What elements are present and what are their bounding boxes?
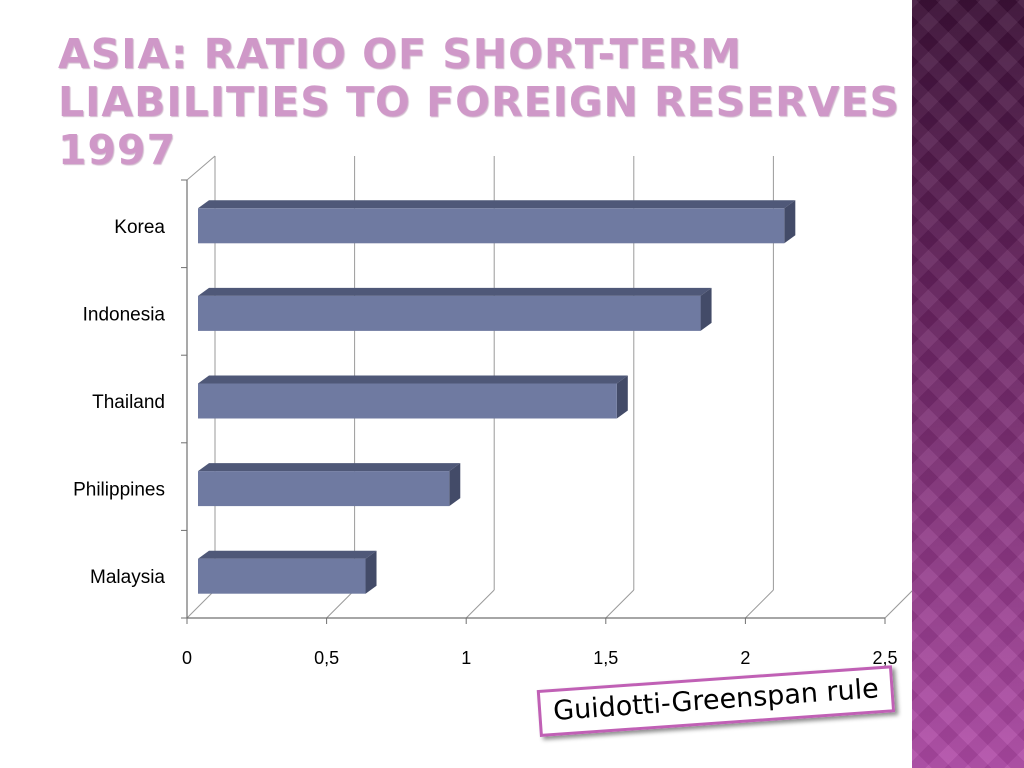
x-tick-label: 1,5 <box>593 648 618 668</box>
floor-gridline <box>884 590 912 619</box>
bar-malaysia <box>198 558 366 594</box>
floor-gridline <box>745 589 774 619</box>
x-tick-label: 2,5 <box>872 648 897 668</box>
floor-gridline <box>465 589 495 619</box>
decorative-side-panel <box>912 0 1024 768</box>
bar-top-face <box>198 550 377 559</box>
category-label: Philippines <box>73 480 165 501</box>
bar-side-face <box>784 200 796 244</box>
category-label: Korea <box>114 217 165 238</box>
floor-gridline <box>605 589 635 619</box>
bar-top-face <box>198 287 712 296</box>
floor-gridline <box>326 589 355 619</box>
bar-korea <box>198 208 785 244</box>
bar-side-face <box>365 550 377 594</box>
x-tick-label: 0 <box>182 648 192 668</box>
bar-top-face <box>198 375 628 384</box>
category-label: Indonesia <box>83 304 166 325</box>
x-tick-label: 1 <box>461 648 471 668</box>
bar-side-face <box>616 375 628 419</box>
category-label: Malaysia <box>90 567 165 588</box>
slide-title: Asia: Ratio of short-term liabilities to… <box>58 30 901 174</box>
bar-top-face <box>198 200 796 209</box>
bar-side-face <box>449 463 461 507</box>
x-tick-label: 0,5 <box>314 648 339 668</box>
bar-chart: 0 0,5 1 1,5 2 2,5 Korea Indonesia Thailand Philip… <box>73 155 912 668</box>
x-tick-label: 2 <box>740 648 750 668</box>
bar-side-face <box>700 287 712 331</box>
wall-top-connector <box>186 155 216 181</box>
bar-indonesia <box>198 295 701 331</box>
category-label: Thailand <box>92 392 165 413</box>
bar-thailand <box>198 383 617 419</box>
bar-philippines <box>198 471 450 507</box>
wall-bottom-connector <box>186 589 216 619</box>
bar-top-face <box>198 463 461 472</box>
